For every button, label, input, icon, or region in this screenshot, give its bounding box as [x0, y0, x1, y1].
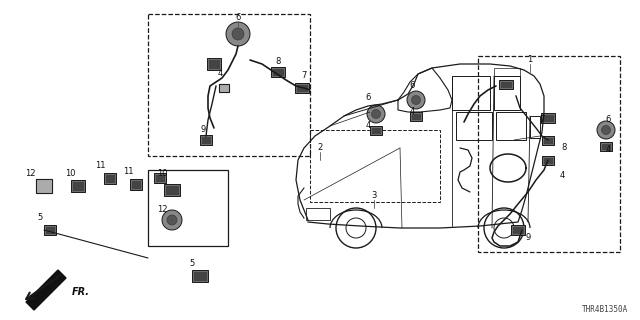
Bar — [370, 125, 382, 134]
Circle shape — [226, 22, 250, 46]
Bar — [410, 111, 422, 121]
Bar — [148, 170, 228, 246]
Bar — [512, 226, 524, 234]
Bar — [193, 271, 207, 281]
Bar — [208, 59, 220, 69]
Text: 1: 1 — [527, 55, 532, 65]
Bar — [71, 180, 85, 192]
Text: 5: 5 — [189, 260, 195, 268]
Bar — [200, 135, 212, 145]
Text: 4: 4 — [365, 122, 371, 131]
Circle shape — [162, 210, 182, 230]
Bar — [411, 113, 421, 119]
Circle shape — [367, 105, 385, 123]
Bar — [207, 58, 221, 70]
Bar — [542, 156, 554, 164]
Bar — [371, 126, 381, 133]
Bar — [541, 113, 555, 123]
Text: FR.: FR. — [72, 287, 90, 297]
Bar — [511, 225, 525, 235]
Bar — [165, 185, 179, 195]
Bar — [478, 56, 620, 252]
Bar — [272, 68, 284, 76]
Bar — [542, 135, 554, 145]
Bar — [530, 116, 540, 138]
Text: 4: 4 — [605, 146, 611, 155]
Text: 4: 4 — [218, 69, 223, 78]
Polygon shape — [26, 270, 66, 310]
Bar — [201, 136, 211, 144]
Text: 8: 8 — [561, 143, 566, 153]
Text: 10: 10 — [157, 170, 167, 179]
Circle shape — [602, 125, 611, 134]
Bar — [131, 180, 141, 188]
Bar — [543, 137, 553, 143]
Bar — [494, 76, 520, 110]
Text: 11: 11 — [95, 162, 105, 171]
Circle shape — [407, 91, 425, 109]
Text: 6: 6 — [236, 13, 241, 22]
Bar — [543, 156, 553, 164]
Bar — [154, 173, 166, 183]
Text: 9: 9 — [200, 125, 205, 134]
Bar — [496, 112, 526, 140]
Text: 11: 11 — [123, 167, 133, 177]
Text: 6: 6 — [365, 93, 371, 102]
Bar — [310, 130, 440, 202]
Bar — [452, 76, 490, 110]
Text: 8: 8 — [275, 58, 281, 67]
Bar — [499, 79, 513, 89]
Text: 9: 9 — [525, 234, 531, 243]
Bar — [500, 81, 512, 87]
Polygon shape — [219, 84, 229, 92]
Bar — [44, 225, 56, 235]
Text: 6: 6 — [605, 116, 611, 124]
Bar — [600, 141, 612, 150]
Circle shape — [371, 109, 381, 118]
Text: 7: 7 — [540, 116, 545, 124]
Circle shape — [597, 121, 615, 139]
Bar — [192, 270, 208, 282]
Text: 12: 12 — [157, 205, 167, 214]
Text: 2: 2 — [317, 143, 323, 153]
Bar — [164, 184, 180, 196]
Bar — [104, 172, 116, 183]
Text: 4: 4 — [559, 172, 564, 180]
Text: 5: 5 — [37, 213, 43, 222]
Text: 10: 10 — [65, 170, 76, 179]
Text: 7: 7 — [301, 71, 307, 81]
Bar — [148, 14, 310, 156]
Text: 12: 12 — [25, 170, 35, 179]
Polygon shape — [36, 179, 52, 193]
Bar — [130, 179, 142, 189]
Bar — [271, 67, 285, 77]
Bar — [155, 174, 165, 182]
Bar — [295, 83, 309, 93]
Circle shape — [167, 215, 177, 225]
Text: THR4B1350A: THR4B1350A — [582, 305, 628, 314]
Text: 4: 4 — [410, 108, 415, 116]
Bar — [542, 114, 554, 122]
Bar — [456, 112, 492, 140]
Text: 6: 6 — [410, 82, 415, 91]
Circle shape — [232, 28, 244, 40]
Bar — [45, 226, 55, 234]
Bar — [72, 181, 84, 191]
Bar — [105, 173, 115, 182]
Bar — [306, 208, 330, 220]
Bar — [296, 84, 308, 92]
Text: 3: 3 — [371, 191, 377, 201]
Bar — [601, 142, 611, 149]
Bar — [494, 68, 520, 76]
Circle shape — [412, 95, 420, 105]
